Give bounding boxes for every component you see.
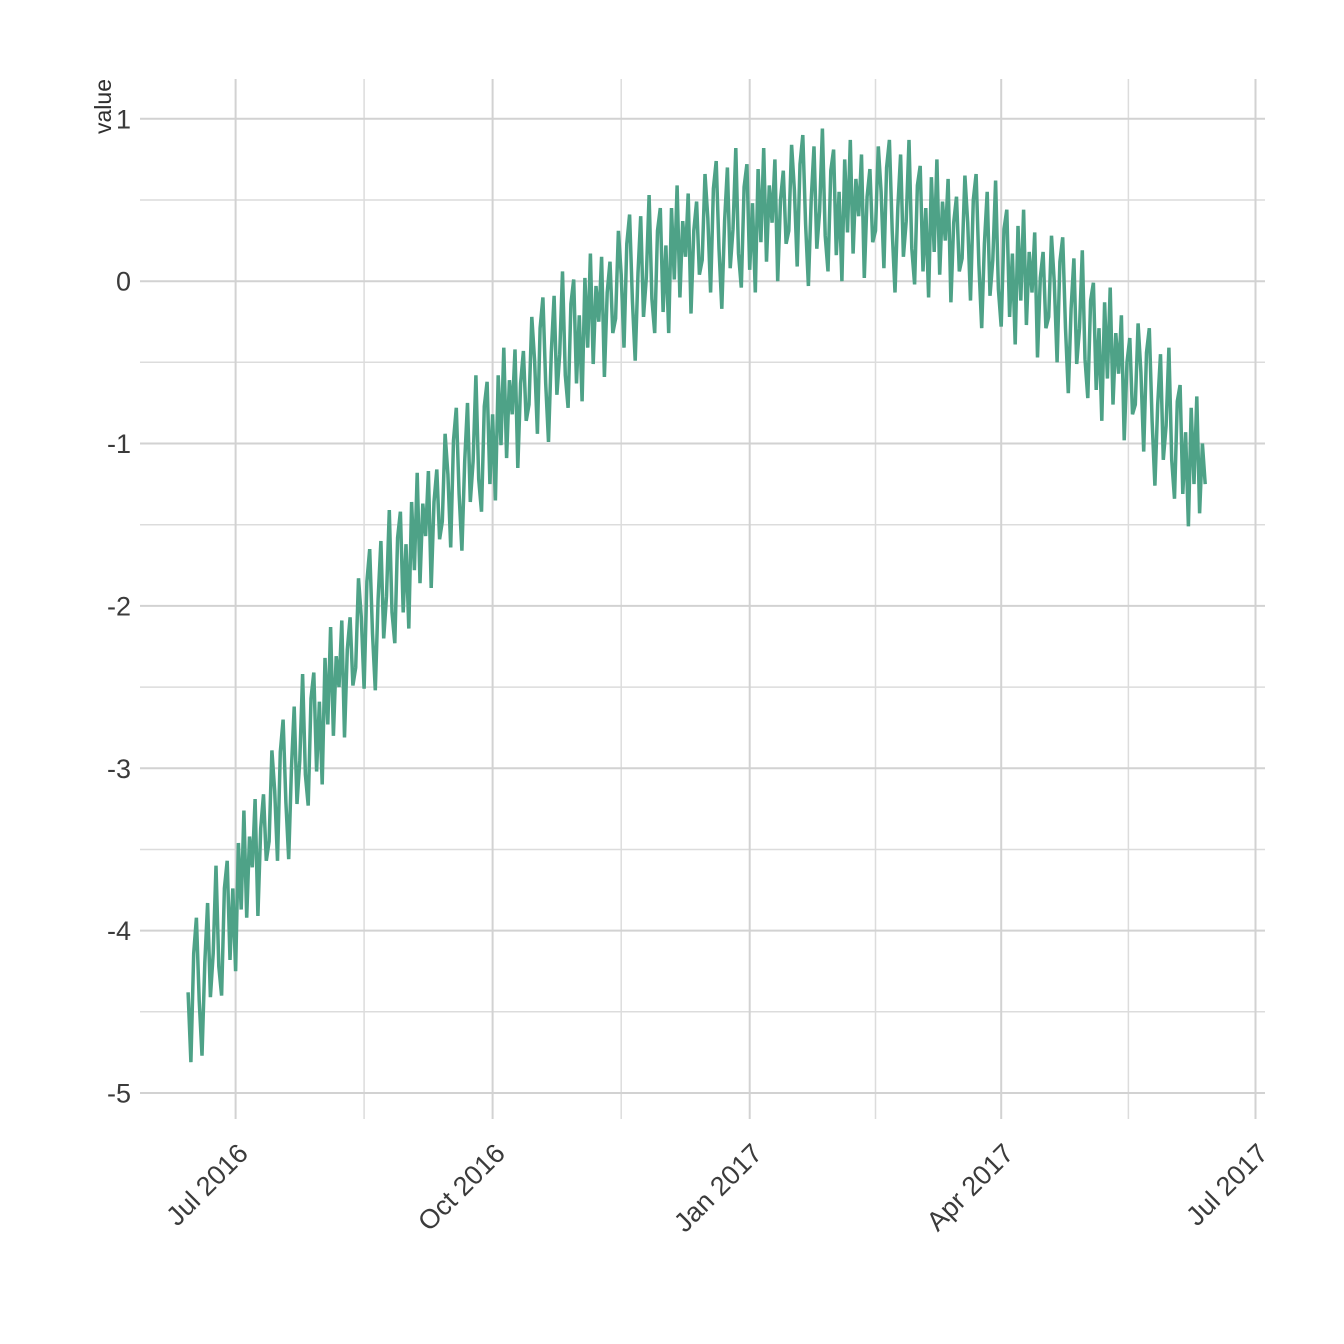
x-tick-label: Jul 2016 [160, 1138, 253, 1231]
y-axis-tick-labels: 1 0 -1 -2 -3 -4 -5 [107, 104, 131, 1108]
gridlines-major [140, 79, 1265, 1119]
x-tick-label: Jan 2017 [668, 1138, 768, 1238]
y-tick-label: 0 [116, 267, 131, 297]
y-tick-label: 1 [116, 104, 131, 134]
y-tick-label: -1 [107, 429, 131, 459]
y-tick-label: -2 [107, 591, 131, 621]
y-axis-title: value [90, 79, 116, 134]
y-tick-label: -4 [107, 916, 131, 946]
series-group [186, 128, 1207, 1063]
x-axis-tick-labels: Jul 2016 Oct 2016 Jan 2017 Apr 2017 Jul 2017 [160, 1138, 1273, 1238]
x-tick-label: Jul 2017 [1180, 1138, 1273, 1231]
y-tick-label: -3 [107, 754, 131, 784]
y-tick-label: -5 [107, 1079, 131, 1109]
x-tick-label: Oct 2016 [412, 1138, 511, 1237]
series-line [186, 128, 1207, 1063]
x-tick-label: Apr 2017 [921, 1138, 1020, 1237]
